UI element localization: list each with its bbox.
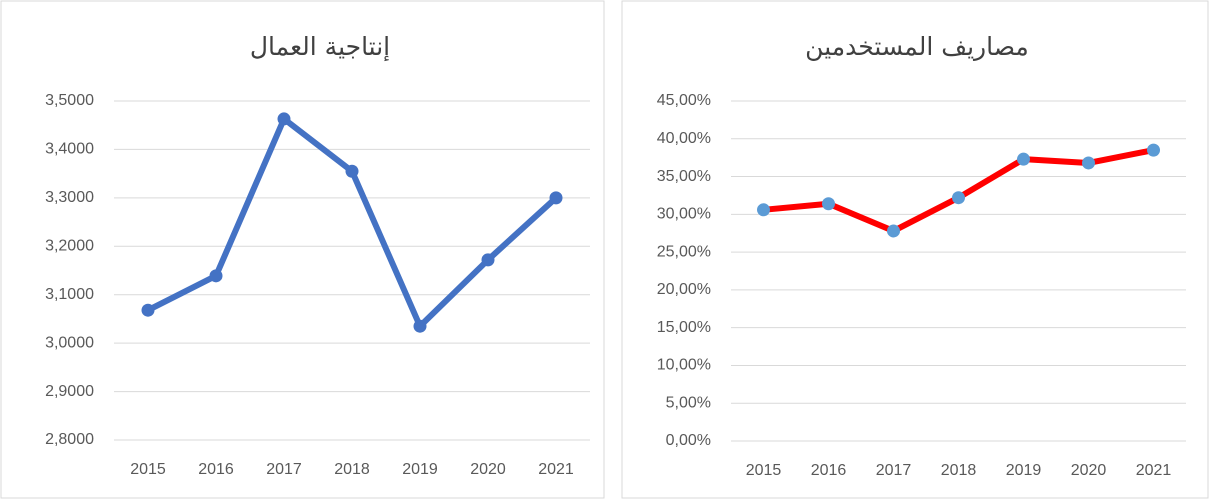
- y-tick-label: 20,00%: [657, 281, 711, 298]
- x-tick-label: 2015: [746, 462, 782, 479]
- y-tick-label: 25,00%: [657, 243, 711, 260]
- marker: [1147, 143, 1160, 157]
- x-tick-label: 2016: [198, 461, 234, 478]
- x-tick-label: 2019: [1006, 462, 1042, 479]
- x-tick-label: 2019: [402, 461, 438, 478]
- marker: [345, 164, 359, 178]
- x-tick-label: 2017: [876, 462, 912, 479]
- marker: [822, 197, 835, 211]
- x-tick-label: 2017: [266, 461, 302, 478]
- y-tick-label: 15,00%: [657, 319, 711, 336]
- y-tick-label: 5,00%: [666, 394, 711, 411]
- chart-title: إنتاجية العمال: [250, 32, 390, 62]
- marker: [413, 319, 427, 333]
- x-tick-label: 2018: [334, 461, 370, 478]
- marker: [549, 191, 563, 205]
- marker: [141, 303, 155, 317]
- marker: [887, 224, 900, 238]
- x-tick-label: 2020: [470, 461, 506, 478]
- y-tick-label: 3,3000: [45, 189, 94, 206]
- marker: [1082, 156, 1095, 170]
- y-tick-label: 3,1000: [45, 286, 94, 303]
- y-tick-label: 35,00%: [657, 168, 711, 185]
- right-panel: [621, 0, 1209, 499]
- x-tick-label: 2018: [941, 462, 977, 479]
- x-tick-label: 2021: [1136, 462, 1172, 479]
- chart-title: مصاريف المستخدمين: [805, 32, 1029, 61]
- y-tick-label: 3,5000: [45, 92, 94, 109]
- x-tick-label: 2016: [811, 462, 847, 479]
- y-tick-label: 3,0000: [45, 334, 94, 351]
- x-tick-label: 2021: [538, 461, 574, 478]
- marker: [952, 191, 965, 205]
- marker: [1017, 152, 1030, 166]
- marker: [481, 253, 495, 267]
- y-tick-label: 45,00%: [657, 92, 711, 109]
- y-tick-label: 40,00%: [657, 130, 711, 147]
- y-tick-label: 2,9000: [45, 383, 94, 400]
- x-tick-label: 2020: [1071, 462, 1107, 479]
- marker: [757, 203, 770, 217]
- marker: [209, 269, 223, 283]
- y-tick-label: 10,00%: [657, 357, 711, 374]
- marker: [277, 112, 291, 126]
- y-tick-label: 30,00%: [657, 206, 711, 223]
- x-tick-label: 2015: [130, 461, 166, 478]
- y-tick-label: 0,00%: [666, 432, 711, 449]
- y-tick-label: 2,8000: [45, 431, 94, 448]
- y-tick-label: 3,2000: [45, 238, 94, 255]
- y-tick-label: 3,4000: [45, 141, 94, 158]
